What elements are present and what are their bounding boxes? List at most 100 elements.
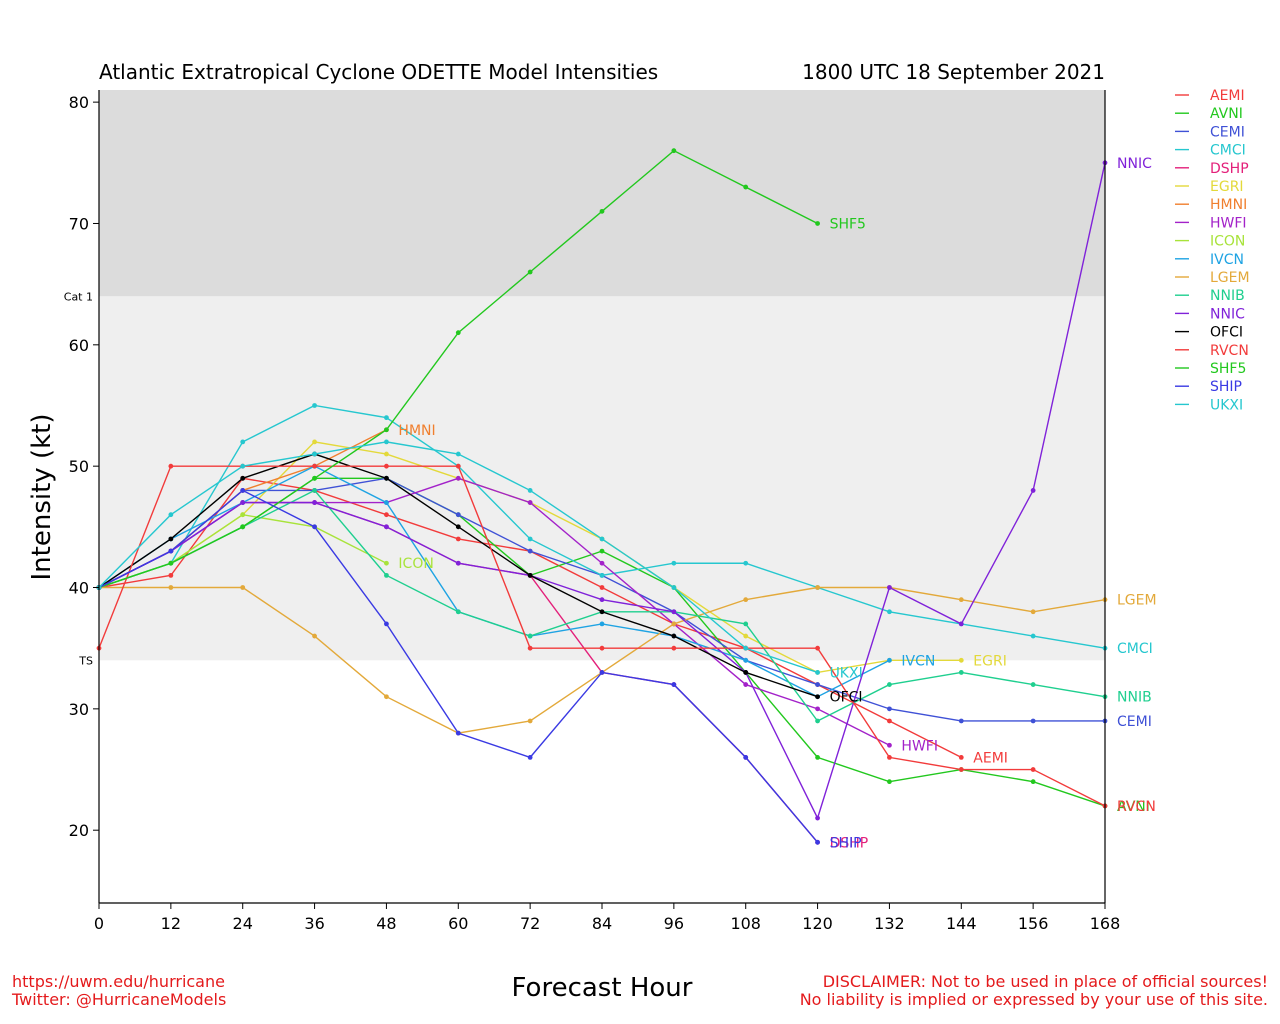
end-label-shf5: SHF5 (830, 216, 866, 232)
legend-label: OFCI (1210, 325, 1243, 341)
data-point-cemi (815, 682, 820, 687)
end-label-cemi: CEMI (1117, 714, 1152, 730)
end-label-nnic: NNIC (1117, 156, 1152, 172)
footer-url[interactable]: https://uwm.edu/hurricane (12, 972, 225, 991)
data-point-cemi (887, 706, 892, 712)
data-point-rvcn (958, 767, 964, 772)
data-point-ukxi (312, 451, 317, 457)
data-point-ivcn (599, 621, 605, 627)
data-point-nnic (958, 621, 964, 627)
legend-label: UKXI (1210, 397, 1243, 413)
end-label-ofci: OFCI (830, 690, 863, 706)
data-point-aemi (384, 512, 389, 518)
disclaimer-line-1: DISCLAIMER: Not to be used in place of o… (822, 972, 1268, 991)
y-axis-title: Intensity (kt) (27, 414, 57, 581)
legend-label: IVCN (1210, 252, 1244, 268)
legend-item-cmci: CMCI (1175, 143, 1246, 159)
end-label-ivcn: IVCN (901, 653, 935, 669)
legend-label: SHIP (1210, 379, 1242, 395)
data-point-aemi (455, 536, 461, 542)
data-point-hwfi (743, 682, 749, 687)
intensity-bands: TS Cat 1 (64, 90, 1105, 903)
data-point-nnib (312, 488, 317, 493)
x-tick-label: 84 (592, 914, 612, 933)
data-point-shf5 (168, 560, 174, 566)
data-point-lgem (527, 718, 533, 724)
data-point-lgem (958, 597, 964, 603)
legend-item-avni: AVNI (1175, 106, 1243, 122)
legend-item-nnic: NNIC (1175, 306, 1245, 322)
legend-item-ofci: OFCI (1175, 325, 1243, 341)
data-point-lgem (312, 633, 317, 639)
data-point-lgem (168, 585, 174, 590)
series-shf5 (96, 148, 820, 590)
legend-item-ukxi: UKXI (1175, 397, 1243, 413)
data-point-ukxi (384, 439, 389, 445)
data-point-rvcn (599, 645, 605, 651)
legend-label: AVNI (1210, 106, 1243, 122)
data-point-nnic (671, 609, 677, 615)
legend-label: DSHP (1210, 161, 1249, 177)
series-lines (96, 148, 1108, 845)
data-point-rvcn (168, 463, 174, 469)
end-label-egri: EGRI (973, 653, 1007, 669)
legend-item-rvcn: RVCN (1175, 343, 1249, 359)
x-tick-label: 168 (1090, 914, 1121, 933)
legend-item-lgem: LGEM (1175, 270, 1250, 286)
data-point-shf5 (599, 208, 605, 214)
x-tick-label: 0 (94, 914, 104, 933)
data-point-nnic (384, 524, 389, 530)
data-point-nnib (455, 609, 461, 615)
data-point-ofci (599, 609, 605, 615)
data-point-ofci (815, 694, 820, 700)
data-point-avni (887, 779, 892, 785)
data-point-ukxi (240, 463, 246, 469)
data-point-nnib (743, 621, 749, 627)
footer-twitter[interactable]: Twitter: @HurricaneModels (12, 990, 227, 1009)
data-point-nnib (815, 718, 820, 724)
y-tick-label: 30 (69, 700, 89, 719)
data-point-lgem (671, 621, 677, 627)
band-label-ts: TS (78, 654, 93, 667)
disclaimer-line-2: No liability is implied or expressed by … (799, 990, 1268, 1009)
legend-label: SHF5 (1210, 361, 1246, 377)
data-point-egri (743, 633, 749, 639)
data-point-aemi (168, 572, 174, 578)
legend-label: RVCN (1210, 343, 1249, 359)
data-point-rvcn (671, 645, 677, 651)
data-point-nnib (958, 670, 964, 675)
data-point-ship (527, 754, 533, 760)
data-point-ship (671, 682, 677, 687)
end-label-dshp: DSHP (830, 835, 869, 851)
data-point-egri (312, 439, 317, 445)
y-tick-label: 50 (69, 457, 89, 476)
data-point-lgem (815, 585, 820, 590)
data-point-ivcn (887, 657, 892, 663)
data-point-ivcn (743, 657, 749, 663)
data-point-aemi (887, 718, 892, 724)
legend-label: HWFI (1210, 215, 1247, 231)
data-point-avni (599, 548, 605, 554)
data-point-rvcn (527, 645, 533, 651)
end-label-rvcn: RVCN (1117, 799, 1156, 815)
data-point-nnic (887, 585, 892, 590)
data-point-aemi (958, 754, 964, 760)
series-ship (96, 488, 820, 845)
data-point-nnic (312, 500, 317, 505)
legend-label: ICON (1210, 234, 1245, 250)
legend-item-nnib: NNIB (1175, 288, 1245, 304)
y-tick-label: 20 (69, 821, 89, 840)
data-point-cmci (312, 403, 317, 408)
data-point-ofci (671, 633, 677, 639)
legend-item-shf5: SHF5 (1175, 361, 1246, 377)
end-label-hwfi: HWFI (901, 738, 938, 754)
data-point-egri (958, 657, 964, 663)
data-point-cmci (527, 536, 533, 542)
data-point-lgem (743, 597, 749, 603)
legend-item-hwfi: HWFI (1175, 215, 1247, 231)
data-point-cmci (887, 609, 892, 615)
band-label-cat-1: Cat 1 (64, 290, 93, 303)
data-point-hwfi (455, 475, 461, 481)
data-point-ofci (240, 475, 246, 481)
x-tick-label: 24 (233, 914, 253, 933)
